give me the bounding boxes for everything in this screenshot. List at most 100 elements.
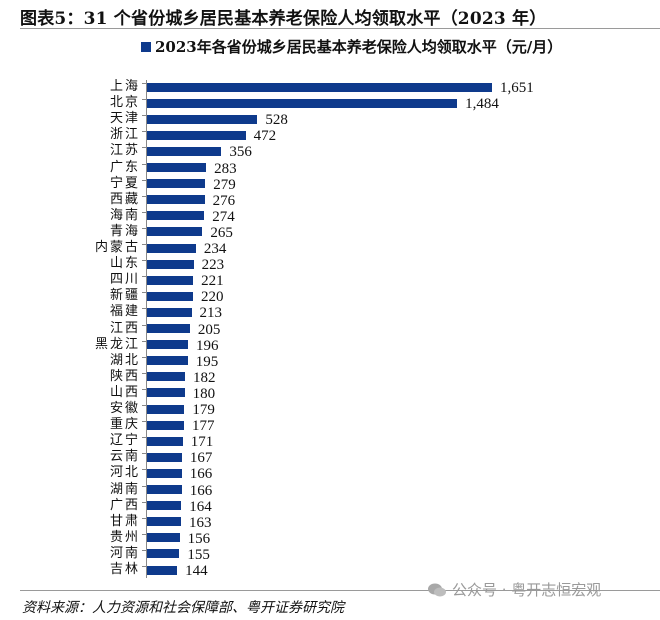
value-label: 274 — [212, 208, 235, 225]
bar — [147, 324, 190, 333]
category-label: 陕西 — [109, 368, 140, 384]
bar — [147, 485, 182, 494]
axis-tick — [142, 324, 146, 326]
value-label: 223 — [201, 257, 225, 274]
value-label: 1,651 — [500, 80, 534, 96]
axis-tick — [142, 147, 146, 149]
value-label: 166 — [189, 482, 213, 499]
axis-tick — [142, 469, 146, 471]
bar — [147, 356, 188, 366]
category-label: 内蒙古 — [94, 240, 140, 255]
value-label: 177 — [191, 418, 215, 435]
category-label: 河北 — [109, 465, 140, 481]
category-label: 辽宁 — [109, 433, 140, 449]
category-label: 贵州 — [109, 529, 140, 545]
bar — [147, 146, 222, 156]
source-note: 资料来源：人力资源和社会保障部、粤开证券研究院 — [22, 600, 344, 616]
value-label: 167 — [189, 450, 213, 467]
value-label: 144 — [185, 563, 208, 579]
category-label: 浙江 — [109, 127, 140, 143]
bar — [147, 501, 182, 511]
category-label: 山东 — [109, 256, 140, 272]
category-label: 安徽 — [109, 401, 140, 416]
axis-tick — [142, 405, 146, 406]
category-label: 广东 — [109, 159, 140, 175]
bar — [147, 452, 182, 462]
value-label: 171 — [190, 434, 214, 451]
axis-tick — [142, 292, 146, 294]
axis-tick — [142, 356, 146, 358]
axis-tick — [142, 195, 146, 197]
value-label: 265 — [210, 224, 233, 241]
bar — [147, 420, 184, 430]
bar — [147, 291, 193, 301]
value-label: 528 — [265, 112, 288, 129]
value-label: 213 — [199, 305, 223, 322]
axis-tick — [142, 501, 146, 503]
axis-tick — [142, 131, 146, 133]
value-label: 164 — [189, 498, 212, 515]
bar — [147, 211, 205, 221]
axis-tick — [142, 453, 146, 455]
watermark: 公众号 · 粤开志恒宏观 — [428, 579, 601, 600]
y-axis — [146, 80, 147, 578]
axis-tick — [142, 179, 146, 181]
bar — [147, 114, 258, 124]
value-label: 276 — [212, 192, 236, 209]
bar — [147, 227, 203, 237]
chart-legend: 2023年各省份城乡居民基本养老保险人均领取水平（元/月） — [141, 36, 562, 57]
bar — [147, 533, 180, 543]
bar — [147, 163, 207, 172]
axis-tick — [142, 83, 146, 84]
bar — [147, 195, 205, 205]
category-label: 新疆 — [109, 288, 140, 304]
bar — [147, 179, 206, 189]
bar — [147, 565, 178, 575]
bar — [147, 372, 186, 382]
wechat-icon — [428, 583, 446, 597]
category-label: 黑龙江 — [94, 336, 140, 352]
category-label: 山西 — [109, 384, 140, 400]
bar — [147, 307, 192, 317]
axis-tick — [142, 421, 146, 423]
category-label: 河南 — [109, 545, 140, 561]
category-label: 云南 — [109, 449, 140, 465]
bar — [147, 275, 194, 285]
value-label: 221 — [201, 273, 224, 290]
bar — [147, 259, 194, 269]
axis-tick — [142, 437, 146, 439]
category-label: 宁夏 — [109, 175, 140, 191]
bar — [147, 130, 246, 140]
axis-tick — [142, 99, 146, 101]
category-label: 福建 — [109, 304, 140, 320]
value-label: 205 — [197, 321, 221, 338]
value-label: 472 — [253, 128, 277, 145]
axis-tick — [142, 566, 146, 567]
value-label: 163 — [189, 514, 212, 531]
category-label: 吉林 — [109, 562, 140, 577]
axis-tick — [142, 372, 146, 374]
legend-swatch-icon — [141, 41, 151, 52]
category-label: 四川 — [109, 272, 140, 288]
bar — [147, 388, 185, 398]
value-label: 220 — [200, 289, 224, 306]
axis-tick — [142, 211, 146, 213]
category-label: 西藏 — [109, 191, 140, 207]
bar — [147, 549, 180, 559]
value-label: 156 — [187, 530, 211, 547]
bar — [147, 98, 458, 108]
value-label: 283 — [214, 160, 237, 177]
value-label: 166 — [189, 466, 213, 483]
axis-tick — [142, 533, 146, 535]
bar — [147, 82, 492, 92]
category-label: 湖北 — [109, 352, 140, 368]
axis-tick — [142, 276, 146, 278]
axis-tick — [142, 340, 146, 342]
footer-divider — [20, 590, 660, 591]
category-label: 海南 — [109, 207, 140, 223]
axis-tick — [142, 227, 146, 229]
value-label: 234 — [203, 241, 227, 257]
axis-tick — [142, 485, 146, 487]
axis-tick — [142, 163, 146, 165]
category-label: 甘肃 — [109, 513, 140, 529]
